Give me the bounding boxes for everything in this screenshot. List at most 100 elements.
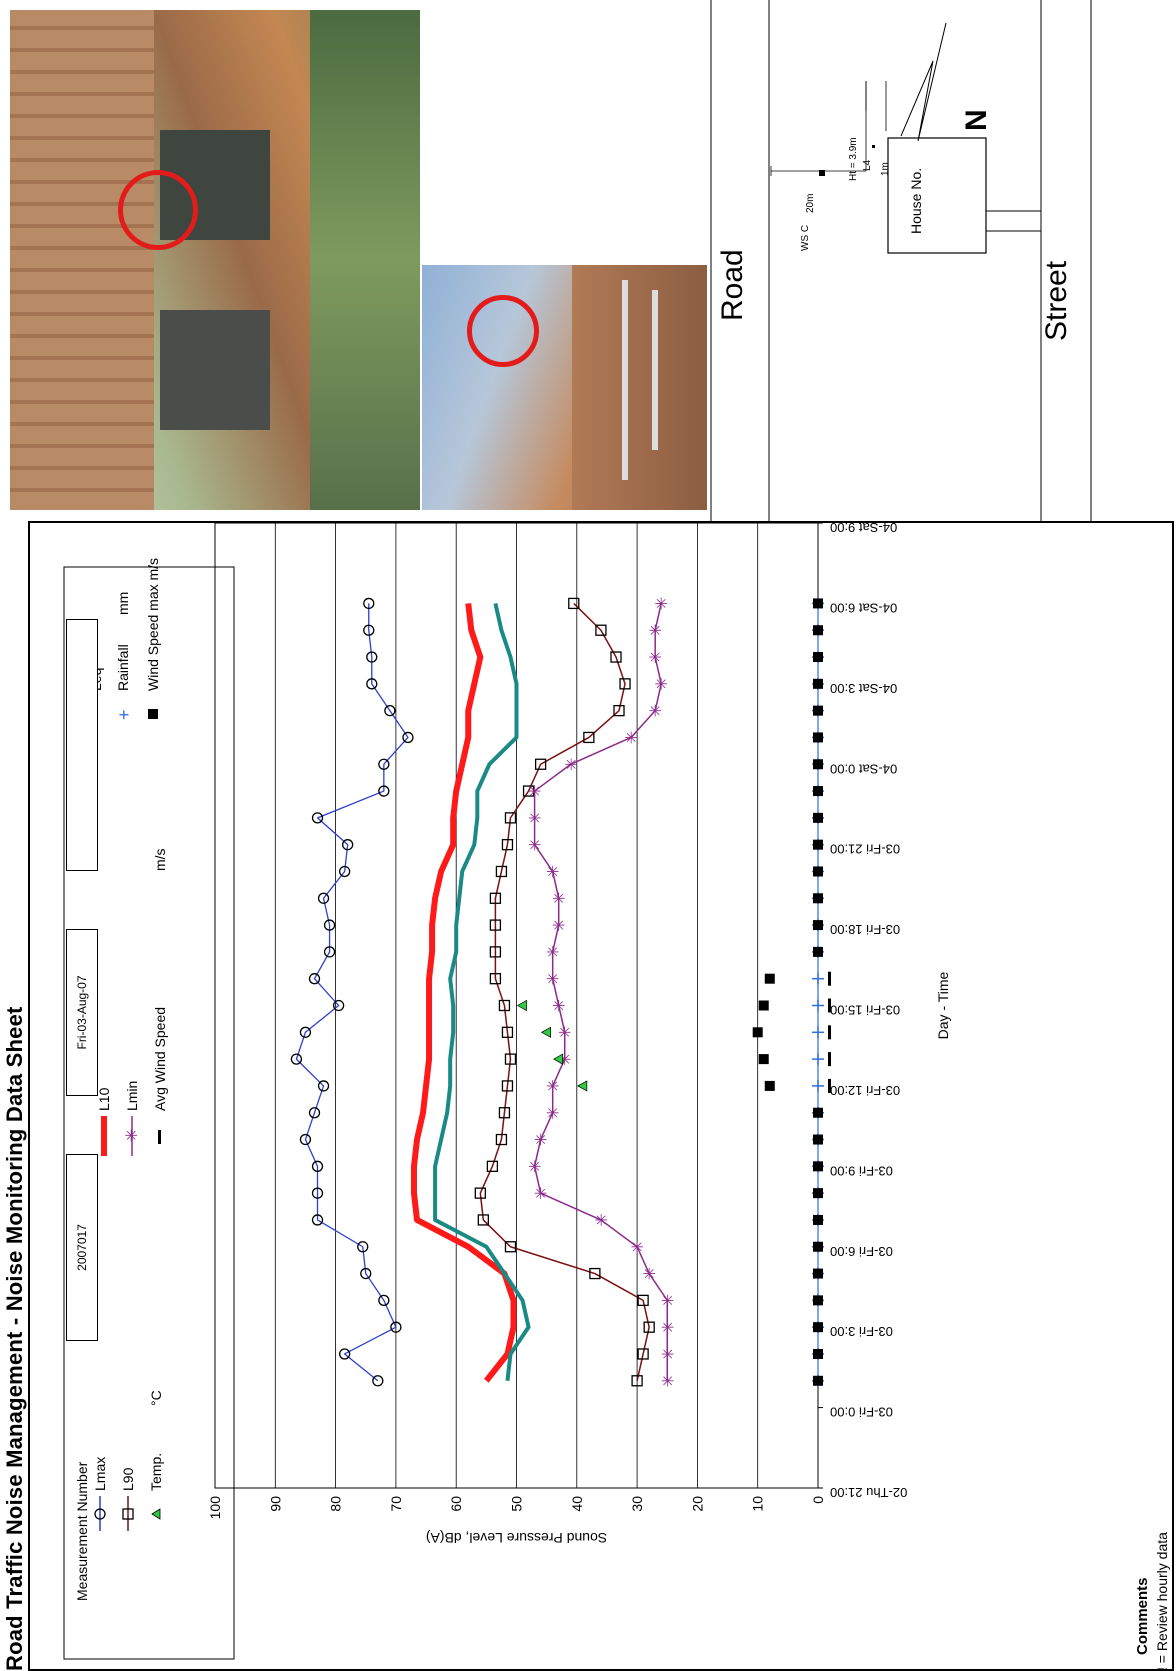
location-label: L4 (862, 159, 873, 171)
l90-point (489, 946, 502, 958)
legend-avg-wind: Avg Wind Speed m/s (152, 848, 168, 1144)
comments-note: ! = Review hourly data (1154, 1532, 1170, 1671)
lmax-point (323, 946, 336, 958)
wind-max-point (758, 1054, 769, 1065)
legend-wind-max-label: Wind Speed max m/s (145, 558, 161, 691)
avg-wind-point (828, 1025, 831, 1040)
lmax-point (363, 597, 375, 610)
asterisk-icon: ✳ (124, 1129, 141, 1142)
lmax-point (338, 1348, 351, 1360)
lmax-point (384, 704, 396, 717)
l90-point (498, 999, 511, 1012)
l90-point (495, 865, 508, 878)
wind-max-point (813, 1107, 823, 1118)
y-axis-title: Sound Pressure Level, dB(A) (426, 1530, 607, 1546)
l90-point (583, 731, 595, 744)
y-tick-label: 30 (629, 1496, 645, 1512)
date-value: Fri-03-Aug-07 (75, 975, 89, 1050)
l90-point (495, 1133, 508, 1146)
lmin-point: ✳ (528, 784, 545, 797)
lmin-point: ✳ (552, 999, 569, 1012)
street-label: Street (1040, 260, 1073, 341)
y-tick-label: 70 (388, 1496, 404, 1512)
weather-station-icon (819, 170, 825, 176)
measurement-number-label: Measurement Number (74, 1461, 90, 1601)
lmin-point: ✳ (534, 1186, 551, 1199)
weather-station-label: WS C (800, 224, 811, 251)
temp-point (552, 1053, 564, 1065)
wind-max-point (813, 920, 823, 931)
l90-point (489, 973, 502, 985)
lmax-point (299, 1026, 312, 1038)
plus-icon: + (114, 709, 134, 720)
lmax-point (299, 1133, 312, 1146)
lmax-point (378, 758, 390, 770)
l90-point (489, 892, 502, 904)
lmax-point (311, 812, 324, 824)
extra-field (66, 619, 98, 871)
lmax-point (332, 999, 345, 1012)
series-lmin-line (533, 603, 668, 1381)
wind-max-point (813, 1214, 823, 1225)
l90-point (477, 1214, 489, 1226)
wind-max-point (764, 1080, 775, 1091)
wind-max-point (813, 1161, 823, 1172)
l90-point (619, 678, 631, 690)
lmax-point (308, 973, 321, 985)
l90-point (504, 1053, 517, 1065)
wind-max-point (813, 1295, 823, 1306)
l90-point (504, 812, 517, 824)
site-photo-wide (10, 10, 420, 510)
lmin-point: ✳ (660, 1347, 677, 1360)
lmin-point: ✳ (660, 1320, 677, 1333)
wind-max-point (813, 1268, 823, 1279)
temp-point (577, 1080, 588, 1092)
lmin-point: ✳ (546, 865, 563, 878)
date-field: Fri-03-Aug-07 (66, 929, 98, 1096)
microphone-highlight-circle-2 (467, 295, 539, 367)
lmax-point (317, 1080, 330, 1092)
wind-max-point (813, 786, 823, 797)
l90-point (595, 624, 607, 636)
y-tick-label: 60 (448, 1496, 464, 1512)
site-photo-closeup (422, 265, 707, 510)
wind-max-point (813, 893, 823, 904)
measurement-number-field: 2007017 (66, 1154, 98, 1341)
lmin-point: ✳ (648, 704, 665, 717)
x-tick-label: 03-Fri 9:00 (830, 1163, 893, 1178)
legend-box (63, 566, 235, 1660)
x-tick-label: 03-Fri 12:00 (830, 1083, 900, 1098)
wind-max-point (813, 625, 823, 636)
lmax-point (290, 1053, 303, 1065)
legend-temp-label: Temp. (148, 1453, 164, 1491)
wind-max-point (764, 973, 775, 984)
lmin-point: ✳ (552, 918, 569, 931)
lmax-point (338, 865, 351, 878)
l90-point (613, 704, 625, 717)
series-l90-line (479, 602, 650, 1381)
north-arrow-icon (900, 22, 947, 142)
legend-lmax: Lmax (92, 1457, 108, 1531)
legend-rainfall-label: Rainfall (115, 644, 131, 691)
legend-temp: Temp. °C (148, 1390, 164, 1520)
y-tick-label: 90 (267, 1496, 283, 1512)
wind-max-point (813, 812, 823, 823)
l90-point (610, 651, 622, 663)
y-tick-label: 80 (328, 1496, 344, 1512)
y-tick-label: 20 (689, 1496, 705, 1512)
y-tick-label: 50 (509, 1496, 525, 1512)
temp-point (516, 999, 527, 1012)
lmin-point: ✳ (546, 945, 563, 958)
wind-max-point (813, 652, 823, 663)
lmax-point (363, 624, 375, 636)
y-tick-label: 0 (810, 1496, 826, 1504)
open-square-icon (122, 1508, 134, 1520)
legend-l10: L10 (96, 1087, 112, 1156)
house-outline (887, 137, 987, 254)
wind-max-point (813, 1375, 823, 1386)
x-tick-label: 02-Thu 21:00 (830, 1485, 907, 1500)
wind-max-point (813, 759, 823, 770)
lmin-point: ✳ (552, 892, 569, 905)
lmin-point: ✳ (660, 1374, 677, 1387)
l90-point (474, 1187, 486, 1199)
